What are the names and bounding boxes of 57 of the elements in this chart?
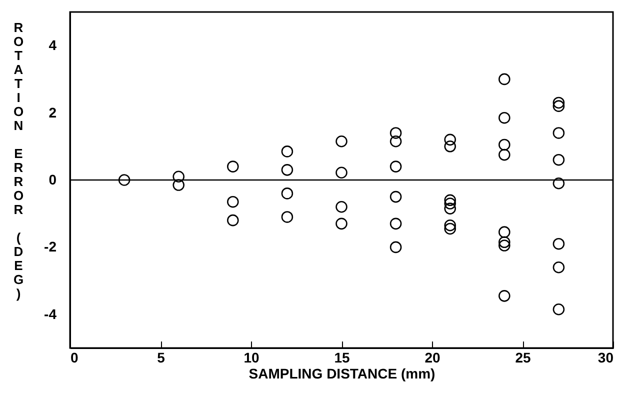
point — [281, 164, 294, 176]
y-axis-title: ROTATION ERROR (DEG) — [10, 20, 26, 300]
point — [552, 177, 565, 190]
point — [336, 135, 348, 148]
point — [172, 170, 184, 183]
point — [336, 218, 348, 230]
point — [498, 148, 510, 161]
x-tick-label: 5 — [157, 350, 166, 366]
point — [498, 290, 510, 302]
point — [498, 240, 510, 252]
point — [552, 261, 565, 274]
x-tick-label: 30 — [598, 350, 614, 366]
x-tick-label: 10 — [244, 350, 260, 366]
point — [444, 219, 456, 232]
x-tick-label: 20 — [424, 350, 440, 366]
point — [444, 134, 456, 146]
y-tick-label: 4 — [48, 37, 57, 54]
point — [498, 138, 510, 151]
point — [390, 160, 402, 172]
x-tick-label: 0 — [70, 350, 78, 366]
x-tick-label: 15 — [334, 350, 350, 366]
y-tick-label: -4 — [44, 306, 57, 322]
point — [390, 135, 402, 148]
point — [444, 202, 456, 214]
point — [118, 174, 130, 186]
point — [227, 196, 239, 208]
x-axis-title: SAMPLING DISTANCE (mm) — [248, 366, 436, 382]
point — [444, 222, 456, 235]
point — [390, 218, 402, 230]
point — [552, 96, 565, 109]
y-tick-label: 0 — [48, 172, 57, 188]
y-tick-label: -2 — [44, 238, 57, 255]
point — [552, 154, 565, 166]
point — [281, 211, 294, 223]
point — [390, 241, 402, 254]
point — [552, 238, 565, 250]
point — [444, 198, 456, 210]
point — [552, 127, 565, 139]
point — [444, 140, 456, 152]
point — [444, 194, 456, 206]
point — [552, 303, 565, 316]
point — [227, 160, 239, 172]
point — [498, 236, 510, 248]
point — [498, 226, 510, 238]
point — [172, 179, 184, 191]
y-tick-label: 2 — [48, 104, 57, 120]
point — [227, 214, 239, 226]
point — [390, 190, 402, 203]
point — [552, 100, 565, 112]
x-tick-label: 25 — [515, 350, 531, 366]
point — [498, 73, 510, 86]
point — [336, 200, 348, 213]
point — [336, 166, 348, 178]
point — [390, 127, 402, 139]
point — [281, 188, 294, 200]
point — [281, 146, 294, 158]
point — [498, 112, 510, 124]
